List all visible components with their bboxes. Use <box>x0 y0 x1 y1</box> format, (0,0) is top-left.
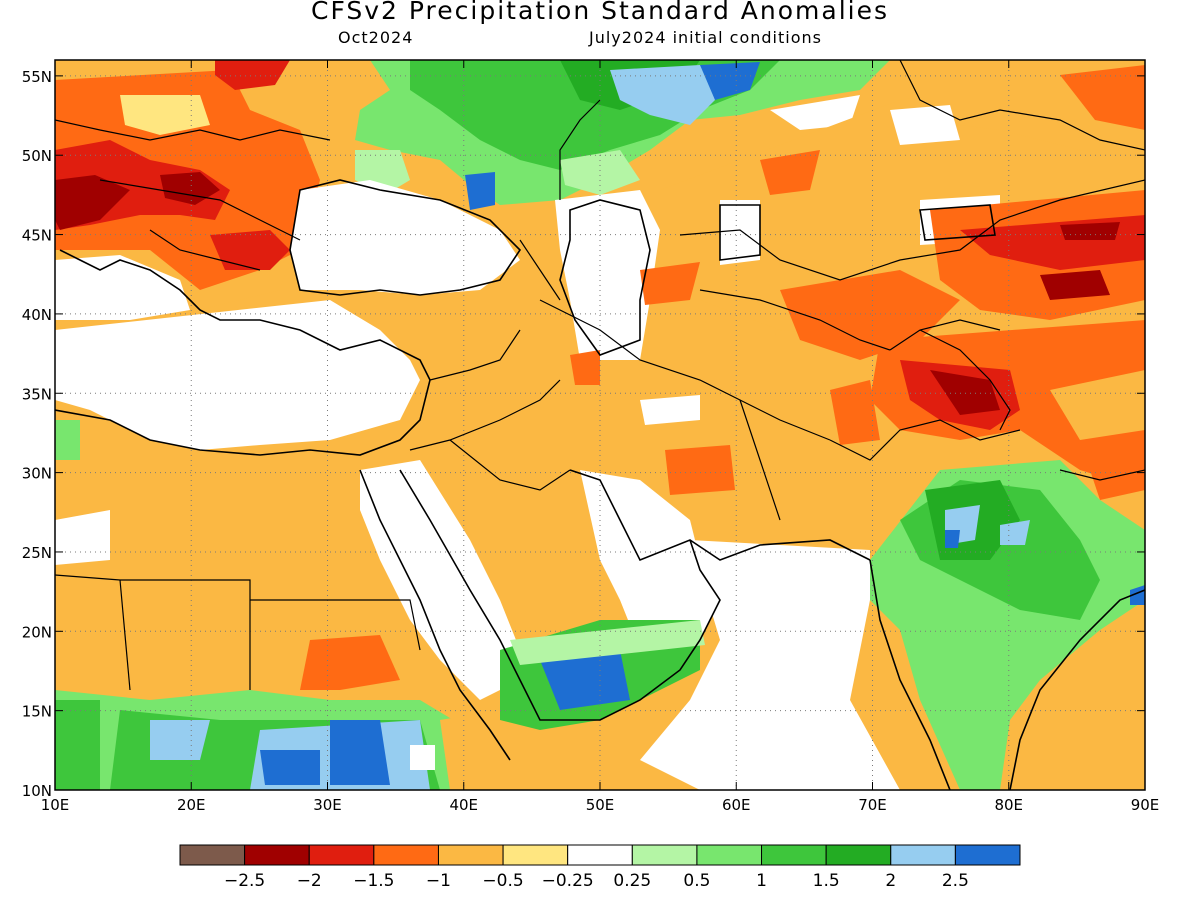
y-tick-label: 15N <box>22 703 52 721</box>
colorbar-swatch <box>631 844 698 866</box>
colorbar-swatch <box>696 844 763 866</box>
x-tick-label: 90E <box>1131 796 1160 814</box>
colorbar-swatch <box>761 844 827 866</box>
colorbar-label: −0.25 <box>542 871 594 891</box>
chart-title: CFSv2 Precipitation Standard Anomalies <box>310 0 889 25</box>
y-tick-label: 20N <box>22 623 52 641</box>
y-tick-label: 45N <box>22 227 52 245</box>
colorbar-label: 2.5 <box>942 871 969 891</box>
colorbar-swatch <box>825 844 892 866</box>
anomaly-fill-layer <box>55 60 1145 790</box>
colorbar-swatch <box>437 844 504 866</box>
y-tick-label: 40N <box>22 306 52 324</box>
initial-conditions: July2024 initial conditions <box>589 28 822 47</box>
colorbar-label: 1.5 <box>813 871 840 891</box>
colorbar-swatch <box>890 844 956 866</box>
x-axis: 10E 20E 30E 40E 50E 60E 70E 80E 90E <box>41 60 1160 814</box>
x-tick-label: 10E <box>41 796 70 814</box>
colorbar-swatch <box>502 844 569 866</box>
political-borders <box>55 60 1145 691</box>
colorbar-label: −2 <box>297 871 322 891</box>
colorbar-label: 2 <box>885 871 896 891</box>
x-tick-label: 70E <box>858 796 887 814</box>
x-tick-label: 80E <box>994 796 1023 814</box>
colorbar-swatch <box>244 844 310 866</box>
colorbar-label: −2.5 <box>224 871 265 891</box>
colorbar-label: −1 <box>426 871 451 891</box>
colorbar-label: 1 <box>756 871 767 891</box>
colorbar-swatch <box>373 844 439 866</box>
colorbar-swatch <box>308 844 375 866</box>
x-tick-label: 60E <box>722 796 751 814</box>
x-tick-label: 50E <box>586 796 615 814</box>
coastlines <box>55 179 1145 790</box>
colorbar-legend: −2.5 −2 −1.5 −1 −0.5 −0.25 0.25 0.5 1 1.5 2 2.5 <box>179 844 1021 891</box>
colorbar-label: −1.5 <box>353 871 394 891</box>
y-axis: 10N 15N 20N 25N 30N 35N 40N 45N 50N 55N <box>22 68 1145 800</box>
y-tick-label: 30N <box>22 465 52 483</box>
y-tick-label: 35N <box>22 385 52 403</box>
y-tick-label: 10N <box>22 782 52 800</box>
colorbar-swatch <box>567 844 633 866</box>
x-tick-label: 30E <box>313 796 342 814</box>
colorbar-swatch <box>954 844 1021 866</box>
colorbar-label: 0.5 <box>683 871 710 891</box>
graticule <box>55 60 1145 790</box>
x-tick-label: 20E <box>177 796 206 814</box>
x-tick-label: 40E <box>449 796 478 814</box>
colorbar-swatch <box>179 844 246 866</box>
y-tick-label: 55N <box>22 68 52 86</box>
y-tick-label: 25N <box>22 544 52 562</box>
y-tick-label: 50N <box>22 147 52 165</box>
forecast-month: Oct2024 <box>338 28 414 47</box>
colorbar-label: −0.5 <box>482 871 523 891</box>
colorbar-label: 0.25 <box>613 871 651 891</box>
